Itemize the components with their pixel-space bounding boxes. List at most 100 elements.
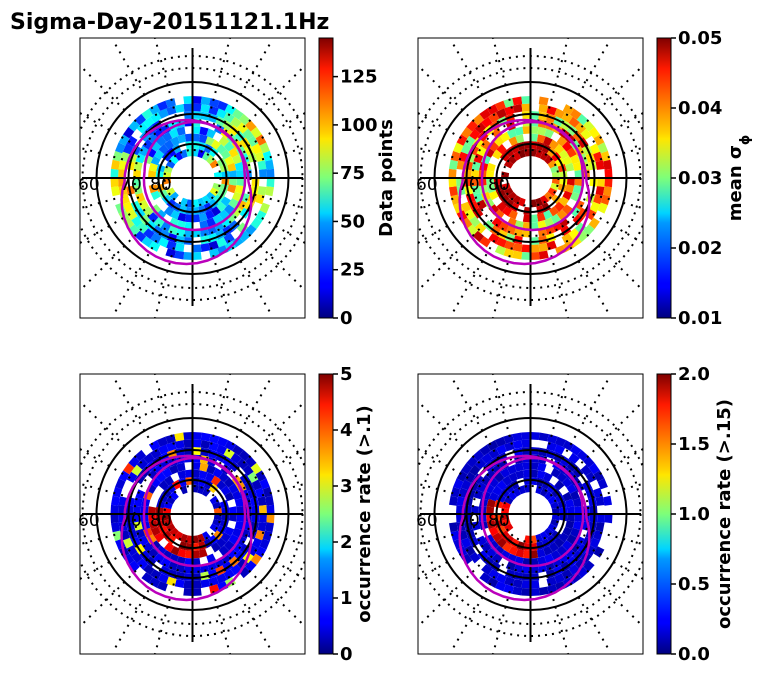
heatmap-cell [540, 151, 549, 161]
dotted-spoke [80, 222, 148, 292]
heatmap-cell [512, 96, 523, 106]
heatmap-cell [170, 136, 180, 146]
heatmap-cell [486, 440, 499, 451]
dotted-spoke [80, 447, 138, 483]
heatmap-cell [227, 162, 237, 172]
heatmap-cell [126, 135, 138, 147]
heatmap-cell [499, 550, 511, 561]
heatmap-cell [123, 462, 135, 475]
heatmap-cell [153, 217, 165, 229]
heatmap-cell [556, 471, 568, 483]
dotted-spoke [418, 111, 476, 147]
heatmap-cell [136, 558, 149, 570]
heatmap-cell [156, 581, 168, 592]
heatmap-cell [501, 182, 511, 191]
heatmap-cell [262, 150, 273, 162]
heatmap-cell [604, 168, 613, 178]
heatmap-cell [479, 108, 491, 120]
heatmap-cell [474, 122, 487, 134]
heatmap-cell [230, 452, 242, 464]
dotted-spoke [546, 374, 570, 453]
heatmap-cell [506, 128, 517, 139]
heatmap-cell [150, 477, 161, 488]
heatmap-cell [495, 237, 507, 248]
heatmap-cell [530, 462, 539, 470]
heatmap-cell [192, 580, 202, 589]
heatmap-cell [583, 456, 595, 468]
heatmap-cell [184, 229, 193, 238]
colorbar-gradient [656, 373, 672, 655]
latitude-label: 70 [458, 175, 480, 195]
heatmap-cell [255, 470, 267, 482]
oval-boundary-inner [142, 456, 247, 568]
heatmap-cell [202, 195, 211, 205]
dotted-spoke [561, 232, 612, 318]
heatmap-cell [147, 212, 159, 223]
heatmap-cell [238, 449, 251, 462]
heatmap-cell [495, 573, 507, 584]
heatmap-cell [141, 236, 153, 248]
heatmap-cell [522, 214, 531, 223]
dotted-spoke [153, 38, 177, 117]
colorbar: 0 25 50 75 100 125 Data points [318, 37, 397, 329]
heatmap-cell [555, 245, 567, 256]
heatmap-cell [530, 214, 539, 223]
dotted-spoke [111, 38, 162, 124]
heatmap-cell [493, 209, 505, 221]
heatmap-cell [216, 201, 227, 213]
heatmap-cell [460, 479, 472, 491]
heatmap-cell [133, 521, 143, 531]
heatmap-cell [136, 122, 149, 134]
heatmap-cell [537, 220, 547, 230]
heatmap-cell [472, 113, 485, 126]
dotted-spoke [491, 38, 515, 117]
heatmap-cell [461, 462, 473, 475]
heatmap-cell [192, 462, 201, 470]
dotted-spoke [418, 482, 469, 499]
heatmap-cell [491, 553, 503, 565]
heatmap-cell [192, 96, 202, 104]
heatmap-cell [486, 520, 496, 530]
heatmap-cell [232, 191, 242, 202]
latitude-label: 70 [120, 511, 142, 531]
heatmap-cell [232, 236, 244, 248]
heatmap-cell [200, 104, 211, 113]
dotted-spoke [575, 400, 643, 470]
heatmap-cell [153, 553, 165, 565]
heatmap-cell [556, 545, 568, 557]
dotted-spoke [592, 193, 643, 210]
colorbar-tick-label: 50 [340, 211, 365, 232]
heatmap-cell [464, 545, 476, 557]
heatmap-cell [155, 471, 167, 483]
heatmap-cell [110, 514, 119, 524]
heatmap-cell [600, 150, 611, 162]
heatmap-cell [576, 566, 589, 579]
heatmap-cell [143, 452, 155, 464]
heatmap-cell [223, 233, 235, 244]
heatmap-cell [481, 452, 493, 464]
heatmap-cell [580, 128, 592, 140]
heatmap-cell [492, 532, 503, 543]
dotted-spoke [575, 222, 643, 292]
heatmap-cell [495, 444, 507, 455]
heatmap-cell [142, 206, 154, 217]
heatmap-cell [200, 432, 211, 442]
heatmap-cell [183, 252, 193, 260]
heatmap-cell [494, 436, 506, 447]
heatmap-cell [209, 495, 220, 505]
heatmap-cell [220, 149, 231, 160]
heatmap-cell [562, 440, 575, 451]
heatmap-cell [265, 186, 274, 197]
dotted-spoke [418, 146, 469, 163]
heatmap-cell [266, 178, 275, 188]
latitude-label: 60 [416, 175, 438, 195]
dotted-spoke [223, 38, 274, 124]
colorbar-tick-label: 100 [340, 115, 378, 136]
dotted-spoke [561, 38, 612, 124]
heatmap-cell [515, 134, 525, 144]
heatmap-cell [265, 495, 274, 506]
heatmap-cell [538, 432, 549, 442]
heatmap-cell [161, 467, 173, 478]
heatmap-cell [148, 520, 158, 530]
